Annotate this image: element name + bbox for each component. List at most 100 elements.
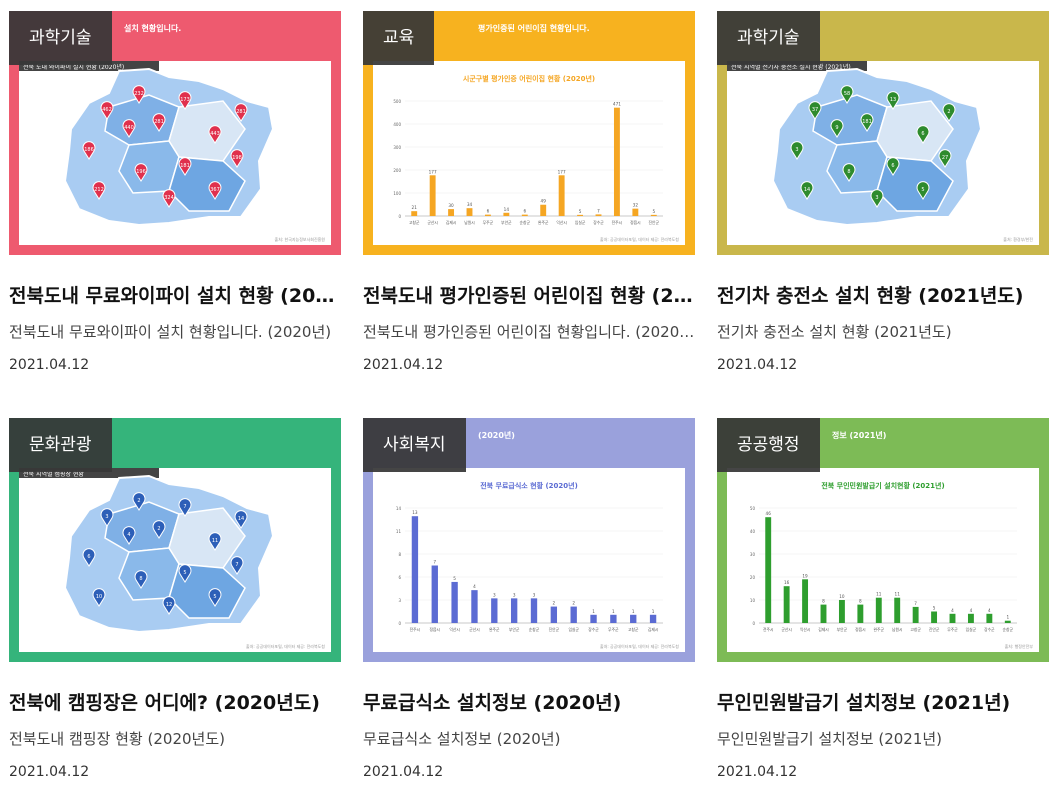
card-date: 2021.04.12 <box>363 764 444 780</box>
map-pin <box>134 163 148 182</box>
card-free-meal[interactable]: (2020년) 출처: 공공데이터포털, 데이터 제공: 전라북도청 전북 무료급식… <box>363 418 695 798</box>
card-thumbnail[interactable]: 정보 (2021년) 출처: 행정안전부 전북 무인민원발급기 설치현황 (2021… <box>717 418 1049 662</box>
bar-value-label: 8 <box>859 599 862 604</box>
y-tick-label: 50 <box>750 506 756 511</box>
x-tick-label: 익산시 <box>800 627 810 632</box>
x-tick-label: 완주군 <box>538 220 549 225</box>
map-pin <box>92 588 106 607</box>
map-pin-label: 10 <box>96 594 102 600</box>
map-pin-label: 14 <box>238 516 244 522</box>
map-pin-label: 58 <box>844 91 850 97</box>
bar-value-label: 2 <box>572 601 575 606</box>
map-pin <box>82 141 96 160</box>
category-tag: 공공행정 <box>717 418 820 472</box>
bar-value-label: 21 <box>412 205 418 210</box>
map-pin <box>178 157 192 176</box>
bar-value-label: 5 <box>652 209 655 214</box>
y-tick-label: 300 <box>393 145 401 150</box>
bar-value-label: 1 <box>632 609 635 614</box>
bar <box>610 614 617 623</box>
card-date: 2021.04.12 <box>363 357 444 373</box>
map-pin <box>208 181 222 200</box>
bar <box>510 598 518 623</box>
bar <box>484 214 491 216</box>
y-tick-label: 500 <box>393 99 401 104</box>
x-tick-label: 부안군 <box>501 220 512 225</box>
y-tick-label: 6 <box>398 575 401 580</box>
card-wifi[interactable]: 설치 현황입니다. 출처: 한국지능정보사회진흥원 전북 도내 와이파이 설치 현황… <box>9 11 341 391</box>
map-caption: 전북 도내 와이파이 설치 현황 (2020년) <box>23 63 124 71</box>
map-pin-label: 6 <box>87 554 90 560</box>
category-tag: 사회복지 <box>363 418 466 472</box>
bar-value-label: 7 <box>597 208 600 213</box>
bar <box>857 604 864 623</box>
card-title[interactable]: 무료급식소 설치정보 (2020년) <box>363 692 622 714</box>
bar <box>521 214 528 216</box>
bar <box>931 611 938 623</box>
map-caption-bg <box>19 468 159 478</box>
bar-value-label: 8 <box>822 599 825 604</box>
y-tick-label: 14 <box>396 506 402 511</box>
card-daycare[interactable]: 평가인증된 어린이집 현황입니다. 출처: 공공데이터포털, 데이터 제공: 전라… <box>363 11 695 391</box>
map-pin <box>230 149 244 168</box>
bar <box>783 586 790 623</box>
thumb-header: 평가인증된 어린이집 현황입니다. <box>478 23 590 33</box>
map-pin <box>152 520 166 539</box>
card-thumbnail[interactable]: 출처: 공공데이터포털, 데이터 제공: 전라북도청 전북 지역별 캠핑장 현황 3… <box>9 418 341 662</box>
thumb-header: 설치 현황입니다. <box>124 23 181 33</box>
card-title[interactable]: 무인민원발급기 설치정보 (2021년) <box>717 692 1011 714</box>
map-pin <box>100 101 114 120</box>
map-pin <box>178 91 192 110</box>
bar-value-label: 3 <box>513 592 516 597</box>
bar <box>649 614 657 623</box>
map-pin <box>132 492 146 511</box>
card-title[interactable]: 전북도내 무료와이파이 설치 현황 (2020년) <box>9 285 341 307</box>
card-title[interactable]: 전북에 캠핑장은 어디에? (2020년도) <box>9 692 320 714</box>
bar <box>630 614 637 623</box>
bar-value-label: 5 <box>579 209 582 214</box>
x-tick-label: 김제시 <box>648 627 658 632</box>
bar-value-label: 30 <box>448 203 454 208</box>
bar-value-label: 3 <box>493 592 496 597</box>
bar-value-label: 1 <box>652 609 655 614</box>
bar-value-label: 7 <box>433 560 436 565</box>
map-pin-label: 5 <box>183 570 186 576</box>
chart-thumbnail: 정보 (2021년) 출처: 행정안전부 전북 무인민원발급기 설치현황 (2021… <box>717 418 1049 662</box>
map-pin-label: 181 <box>862 119 872 125</box>
bar-value-label: 34 <box>467 202 473 207</box>
x-tick-label: 남원시 <box>892 627 902 632</box>
card-title[interactable]: 전북도내 평가인증된 어린이집 현황 (2020년) <box>363 285 695 307</box>
card-title[interactable]: 전기차 충전소 설치 현황 (2021년도) <box>717 285 1024 307</box>
x-tick-label: 고창군 <box>628 627 639 632</box>
card-thumbnail[interactable]: 설치 현황입니다. 출처: 한국지능정보사회진흥원 전북 도내 와이파이 설치 현황… <box>9 11 341 255</box>
map-pin-label: 11 <box>212 538 218 544</box>
map-pin <box>122 119 136 138</box>
x-tick-label: 순창군 <box>520 220 531 225</box>
y-tick-label: 10 <box>750 598 756 603</box>
card-camping[interactable]: 출처: 공공데이터포털, 데이터 제공: 전라북도청 전북 지역별 캠핑장 현황 3… <box>9 418 341 798</box>
bar-value-label: 4 <box>970 608 973 613</box>
thumb-source: 출처: 공공데이터포털, 데이터 제공: 전라북도청 <box>600 643 679 649</box>
map-pin <box>790 141 804 160</box>
bar <box>466 208 473 216</box>
x-tick-label: 완주군 <box>874 627 885 632</box>
y-tick-label: 30 <box>750 552 756 557</box>
map-pin-label: 27 <box>942 155 948 161</box>
map-pin-label: 367 <box>210 187 220 193</box>
card-kiosk[interactable]: 정보 (2021년) 출처: 행정안전부 전북 무인민원발급기 설치현황 (2021… <box>717 418 1049 798</box>
map-pin <box>134 570 148 589</box>
bar <box>949 613 956 623</box>
category-tag: 과학기술 <box>9 11 112 65</box>
bar <box>595 214 602 216</box>
card-ev-charger[interactable]: 출처: 환경부/한전 전북 지역별 전기차 충전소 설치 현황 (2021년) 37… <box>717 11 1049 391</box>
map-pin <box>230 556 244 575</box>
bar-value-label: 4 <box>988 608 991 613</box>
bar <box>471 590 478 623</box>
y-tick-label: 20 <box>750 575 756 580</box>
map-pin <box>840 85 854 104</box>
thumb-header: (2020년) <box>478 430 515 440</box>
bar <box>411 516 419 623</box>
map-pin-label: 281 <box>154 119 164 125</box>
x-tick-label: 정읍시 <box>430 627 440 632</box>
